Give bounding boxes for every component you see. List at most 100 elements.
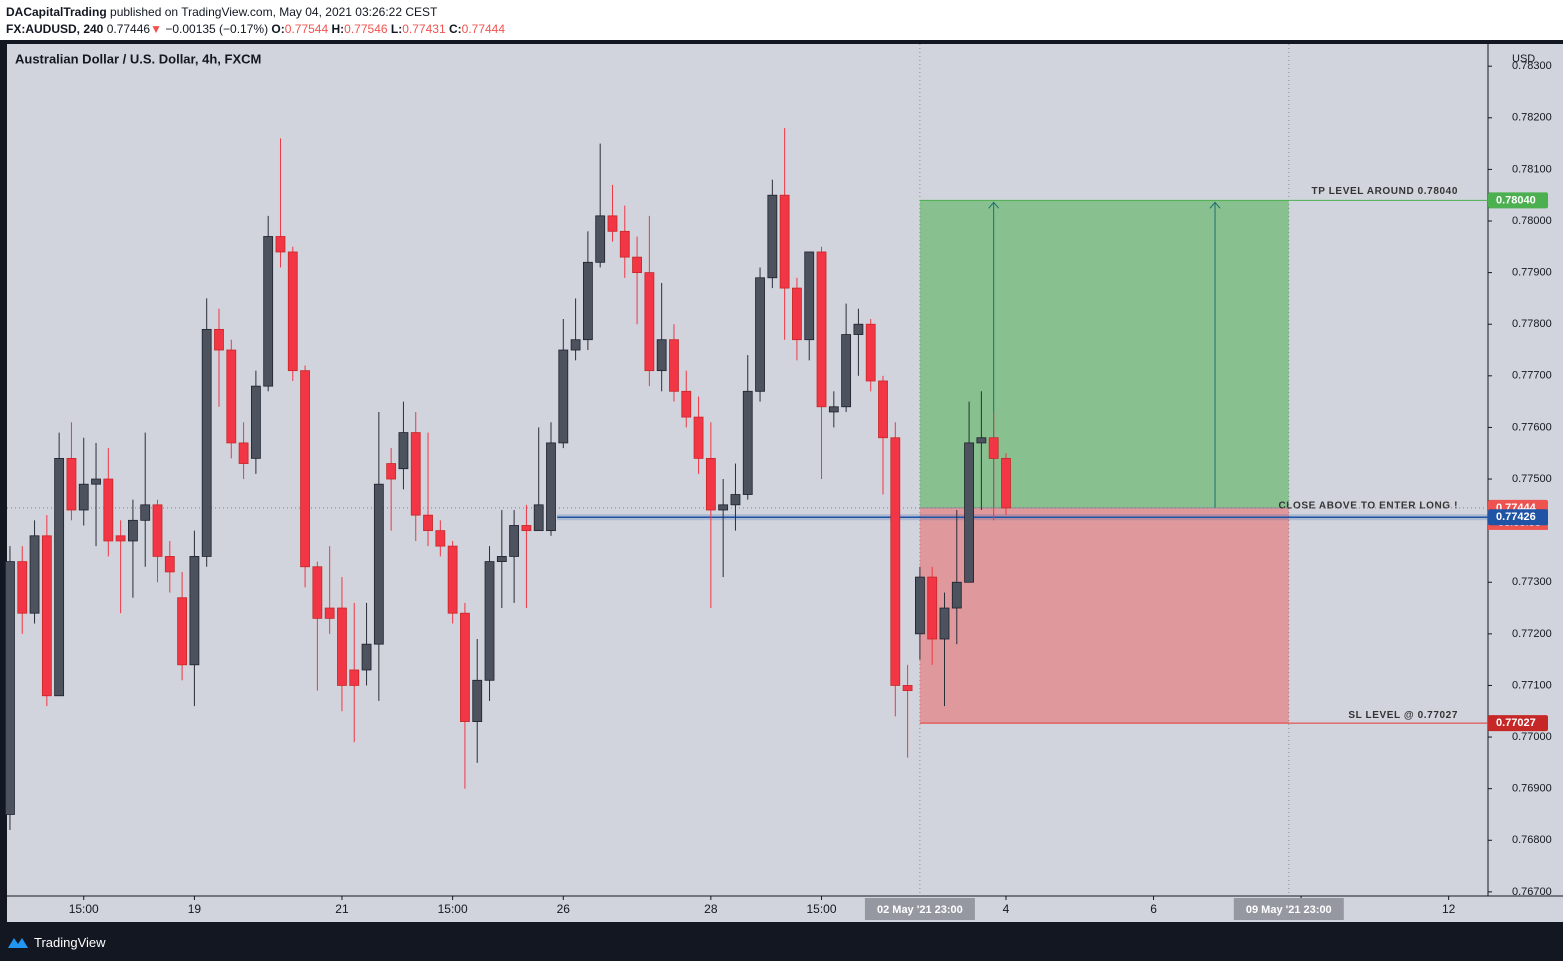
price-tag-label: 0.77027 xyxy=(1496,717,1536,729)
ohlc-label: L: xyxy=(390,22,403,36)
candle-body xyxy=(152,504,163,557)
candle-body xyxy=(472,679,483,722)
y-tick-label: 0.76800 xyxy=(1512,834,1552,846)
candle-body xyxy=(214,328,224,351)
candle-body xyxy=(201,328,212,557)
y-tick-label: 0.78300 xyxy=(1512,60,1552,72)
candle-body xyxy=(865,323,876,382)
candle-body xyxy=(792,287,802,341)
entry-note: CLOSE ABOVE TO ENTER LONG ! xyxy=(1278,501,1458,512)
y-tick-label: 0.76900 xyxy=(1512,783,1552,795)
candle-body xyxy=(582,261,593,341)
logo xyxy=(8,938,28,948)
candle-body xyxy=(386,463,397,480)
candle-body xyxy=(927,576,938,640)
candle-body xyxy=(337,607,347,686)
candle-body xyxy=(546,442,556,532)
candle-body xyxy=(804,251,815,341)
candle-body xyxy=(263,236,274,387)
currency-label: USD xyxy=(1512,53,1535,65)
candle-body xyxy=(755,277,765,392)
candle-body xyxy=(324,607,335,619)
candle-body xyxy=(853,323,864,335)
last-price: 0.77446 xyxy=(106,22,151,36)
candle-body xyxy=(976,437,987,444)
change: −0.00135 (−0.17%) xyxy=(165,22,269,36)
candle-body xyxy=(164,556,175,573)
candle-body xyxy=(29,535,40,614)
candle-body xyxy=(128,519,138,542)
candle-body xyxy=(570,339,581,351)
x-tick-label: 21 xyxy=(335,902,349,916)
arrow-head xyxy=(988,201,1000,209)
profit-zone xyxy=(919,200,1289,508)
range-marker-box xyxy=(864,898,975,920)
candle-body xyxy=(287,251,298,372)
author-line: DACapitalTrading published on TradingVie… xyxy=(6,5,437,19)
candle-body xyxy=(705,457,716,511)
y-tick-label: 0.77900 xyxy=(1512,267,1552,279)
y-tick-label: 0.77200 xyxy=(1512,628,1552,640)
ohlc: O:0.77544 H:0.77546 L:0.77431 C:0.77444 xyxy=(271,22,505,36)
price-tag-label: 0.77426 xyxy=(1496,511,1536,523)
candle-body xyxy=(447,545,458,614)
candle-body xyxy=(78,483,89,511)
price-tag-label: 0.78040 xyxy=(1496,194,1536,206)
candle-body xyxy=(619,230,630,258)
candle-body xyxy=(681,390,692,418)
y-tick-label: 0.77600 xyxy=(1512,421,1552,433)
candle-body xyxy=(693,416,704,459)
candle-body xyxy=(964,442,974,583)
candle-body xyxy=(779,194,790,289)
candle-body xyxy=(41,535,52,697)
candle-body xyxy=(398,432,409,470)
y-tick-label: 0.77800 xyxy=(1512,318,1552,330)
candle-body xyxy=(103,478,114,542)
candle-body xyxy=(177,597,188,666)
candle-body xyxy=(816,251,827,408)
candle-body xyxy=(226,349,237,444)
price-tag-box xyxy=(1488,192,1548,209)
ohlc-value: 0.77546 xyxy=(344,22,388,36)
x-tick-label: 6 xyxy=(1150,902,1157,916)
price-tag-box xyxy=(1488,509,1548,526)
y-tick-label: 0.77100 xyxy=(1512,679,1552,691)
candle-body xyxy=(17,561,28,614)
x-tick-label: 26 xyxy=(557,902,571,916)
candle-body xyxy=(361,643,372,671)
y-tick-label: 0.77500 xyxy=(1512,473,1552,485)
candle-body xyxy=(607,215,618,232)
candle-body xyxy=(521,525,532,532)
candle-body xyxy=(509,525,520,557)
x-tick-label: 15:00 xyxy=(438,902,468,916)
candle-body xyxy=(841,334,852,408)
y-tick-label: 0.78000 xyxy=(1512,215,1552,227)
candle-body xyxy=(939,607,950,640)
candle-body xyxy=(189,556,200,666)
price-tag: 0.78040 xyxy=(1488,192,1548,209)
ohlc-value: 0.77444 xyxy=(461,22,506,36)
candle-body xyxy=(656,339,667,372)
y-tick-label: 0.78200 xyxy=(1512,112,1552,124)
arrow-head xyxy=(1209,201,1221,209)
candle-body xyxy=(115,535,126,542)
y-tick-label: 0.78100 xyxy=(1512,163,1552,175)
footer: TradingView xyxy=(0,924,1563,961)
candle-body xyxy=(1001,457,1011,509)
symbol-line: FX:AUDUSD, 240 0.77446▼ −0.00135 (−0.17%… xyxy=(6,22,505,36)
author: DACapitalTrading xyxy=(6,5,107,19)
ohlc-value: 0.77544 xyxy=(284,22,329,36)
candle-body xyxy=(66,457,77,511)
candle-body xyxy=(902,685,913,692)
range-marker-label: 02 May '21 23:00 xyxy=(877,904,963,916)
range-marker-label: 09 May '21 23:00 xyxy=(1246,904,1332,916)
x-tick-label: 28 xyxy=(704,902,718,916)
chart-title: Australian Dollar / U.S. Dollar, 4h, FXC… xyxy=(15,51,261,66)
x-tick-label: 19 xyxy=(188,902,202,916)
symbol: FX:AUDUSD, 240 xyxy=(6,22,104,36)
loss-zone xyxy=(919,507,1289,724)
candle-body xyxy=(558,349,569,444)
price-tag: 0.77426 xyxy=(1488,509,1548,526)
